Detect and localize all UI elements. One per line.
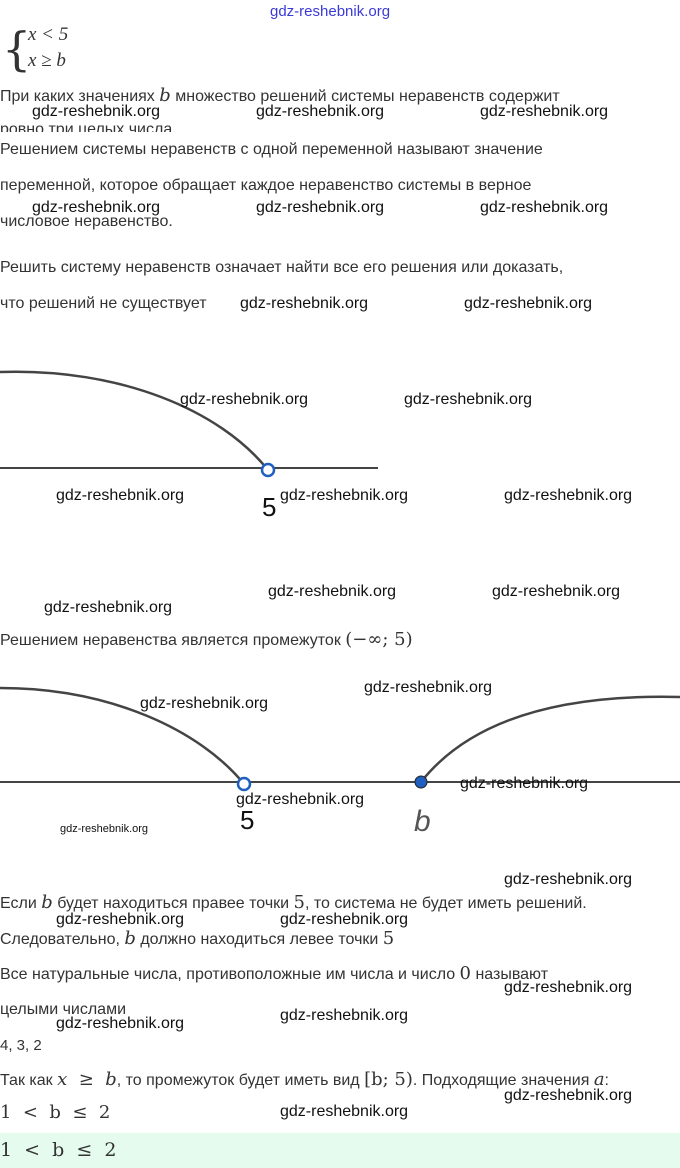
watermark: gdz-reshebnik.org bbox=[32, 199, 161, 216]
open-point bbox=[236, 776, 252, 792]
watermark: gdz-reshebnik.org bbox=[270, 3, 391, 20]
watermark: gdz-reshebnik.org bbox=[280, 911, 409, 928]
watermark: gdz-reshebnik.org bbox=[280, 487, 409, 504]
watermark: gdz-reshebnik.org bbox=[56, 487, 185, 504]
solution-arc bbox=[0, 370, 269, 471]
watermark: gdz-reshebnik.org bbox=[256, 199, 385, 216]
solve-def-line-2: что решений не существует bbox=[0, 295, 207, 312]
number-line-1 bbox=[0, 370, 378, 478]
reasoning-line-1: Если b будет находиться правее точки 5, … bbox=[0, 893, 587, 914]
open-point bbox=[260, 462, 276, 478]
text: Следовательно, bbox=[0, 931, 125, 948]
text: Решением неравенства является промежуток bbox=[0, 632, 346, 649]
reasoning-line-2: Следовательно, b должно находиться левее… bbox=[0, 929, 394, 950]
watermark: gdz-reshebnik.org bbox=[364, 679, 493, 696]
answer-box: 1 < b ≤ 2 bbox=[0, 1133, 680, 1168]
watermark: gdz-reshebnik.org bbox=[504, 487, 633, 504]
result-inequality: 1 < b ≤ 2 bbox=[0, 1102, 111, 1123]
watermark: gdz-reshebnik.org bbox=[44, 599, 173, 616]
watermark: gdz-reshebnik.org bbox=[504, 1087, 633, 1104]
answer-inequality: 1 < b ≤ 2 bbox=[0, 1139, 117, 1161]
math-var: b bbox=[159, 85, 171, 106]
math-num: 5 bbox=[293, 892, 305, 913]
watermark: gdz-reshebnik.org bbox=[180, 391, 309, 408]
closed-point bbox=[414, 775, 428, 789]
text: Все натуральные числа, противоположные и… bbox=[0, 966, 460, 983]
system-line-1: x < 5 bbox=[28, 24, 69, 45]
watermark: gdz-reshebnik.org bbox=[464, 295, 593, 312]
text: При каких значениях bbox=[0, 88, 160, 105]
text: множество решений системы неравенств сод… bbox=[170, 88, 560, 105]
math-num: 5 bbox=[382, 928, 395, 949]
question-line-2: ровно три целых числа bbox=[0, 121, 173, 132]
definition-line-1: Решением системы неравенств с одной пере… bbox=[0, 141, 543, 158]
watermark: gdz-reshebnik.org bbox=[32, 103, 161, 120]
watermark: gdz-reshebnik.org bbox=[404, 391, 533, 408]
watermark: gdz-reshebnik.org bbox=[60, 823, 149, 835]
math-num: 0 bbox=[459, 963, 471, 984]
watermark: gdz-reshebnik.org bbox=[236, 791, 365, 808]
watermark: gdz-reshebnik.org bbox=[480, 103, 609, 120]
text: называют bbox=[471, 966, 549, 983]
text: . Подходящие значения bbox=[412, 1072, 594, 1089]
watermark: gdz-reshebnik.org bbox=[56, 1015, 185, 1032]
question-text: При каких значениях b множество решений … bbox=[0, 86, 560, 107]
watermark: gdz-reshebnik.org bbox=[504, 979, 633, 996]
text: будет находиться правее точки bbox=[52, 895, 294, 912]
watermark: gdz-reshebnik.org bbox=[492, 583, 621, 600]
integers-line-1: Все натуральные числа, противоположные и… bbox=[0, 964, 548, 985]
math-inequality: x ≥ b bbox=[57, 1069, 117, 1090]
watermark: gdz-reshebnik.org bbox=[504, 871, 633, 888]
text: : bbox=[604, 1072, 609, 1089]
point-label-5: 5 bbox=[262, 492, 277, 522]
watermark: gdz-reshebnik.org bbox=[140, 695, 269, 712]
watermark: gdz-reshebnik.org bbox=[280, 1103, 409, 1120]
interval-text: Решением неравенства является промежуток… bbox=[0, 630, 413, 651]
system-line-2: x ≥ b bbox=[28, 50, 66, 71]
text: , то промежуток будет иметь вид bbox=[116, 1072, 365, 1089]
text: Так как bbox=[0, 1072, 58, 1089]
text: , то система не будет иметь решений. bbox=[305, 895, 587, 912]
math-interval: [b; 5) bbox=[364, 1069, 413, 1090]
integers-line-2: целыми числами bbox=[0, 1001, 127, 1018]
text: должно находиться левее точки bbox=[135, 931, 383, 948]
watermark: gdz-reshebnik.org bbox=[268, 583, 397, 600]
watermark: gdz-reshebnik.org bbox=[460, 775, 589, 792]
number-line-2 bbox=[0, 686, 680, 792]
math-interval: (−∞; 5) bbox=[345, 629, 413, 650]
watermark: gdz-reshebnik.org bbox=[280, 1007, 409, 1024]
definition-line-2: переменной, которое обращает каждое нера… bbox=[0, 177, 532, 194]
point-label-5: 5 bbox=[240, 805, 255, 835]
math-var: b bbox=[124, 928, 136, 949]
math-var: b bbox=[41, 892, 53, 913]
arc-x-less-5 bbox=[0, 686, 245, 785]
definition-line-3: числовое неравенство. bbox=[0, 213, 173, 230]
arc-x-ge-b bbox=[420, 695, 680, 783]
brace: { bbox=[2, 22, 32, 76]
watermark: gdz-reshebnik.org bbox=[56, 911, 185, 928]
solve-def-line-1: Решить систему неравенств означает найти… bbox=[0, 259, 564, 276]
conclusion-text: Так как x ≥ b, то промежуток будет иметь… bbox=[0, 1070, 609, 1091]
watermark: gdz-reshebnik.org bbox=[256, 103, 385, 120]
watermark: gdz-reshebnik.org bbox=[480, 199, 609, 216]
text: Если bbox=[0, 895, 42, 912]
point-label-b: b bbox=[414, 805, 431, 838]
integer-values: 4, 3, 2 bbox=[0, 1037, 42, 1054]
watermark: gdz-reshebnik.org bbox=[240, 295, 369, 312]
math-var: a bbox=[593, 1069, 605, 1090]
